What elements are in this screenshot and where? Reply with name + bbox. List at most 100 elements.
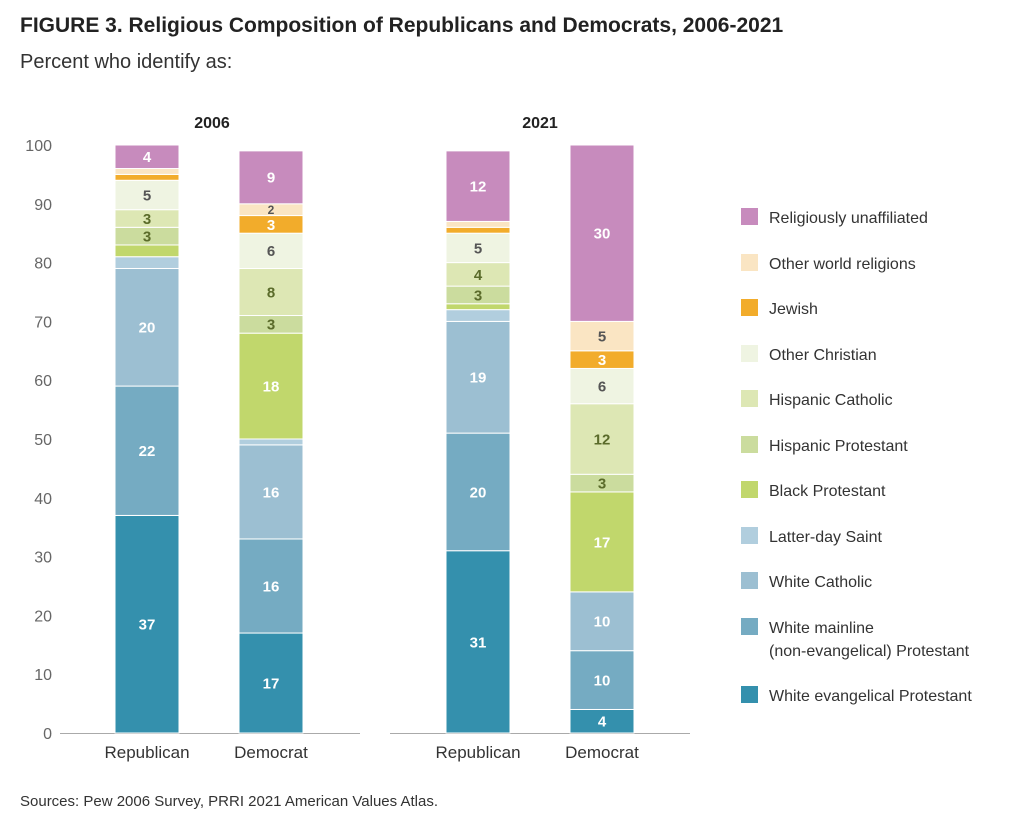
bar-segment bbox=[114, 514, 180, 734]
bar-segment bbox=[238, 150, 304, 205]
y-tick-label: 70 bbox=[34, 314, 52, 331]
bar-segment bbox=[445, 550, 511, 734]
data-label: 20 bbox=[139, 320, 156, 337]
bar-segment bbox=[569, 367, 635, 405]
bar-segment bbox=[238, 267, 304, 317]
legend-label: Other Christian bbox=[769, 347, 877, 364]
bar-segment bbox=[445, 150, 511, 222]
data-label: 12 bbox=[470, 179, 487, 196]
data-label: 10 bbox=[594, 614, 611, 631]
bar-segment bbox=[114, 173, 180, 181]
data-label: 22 bbox=[139, 443, 156, 460]
legend-swatch bbox=[741, 345, 758, 362]
data-label: 3 bbox=[598, 352, 606, 369]
data-label: 18 bbox=[263, 378, 280, 395]
data-label: 16 bbox=[263, 578, 280, 595]
legend-swatch bbox=[741, 208, 758, 225]
data-label: 5 bbox=[598, 329, 606, 346]
legend-swatch bbox=[741, 390, 758, 407]
legend-label: White mainline bbox=[769, 620, 874, 637]
bar-segment bbox=[445, 320, 511, 434]
bar-segment bbox=[238, 632, 304, 734]
data-label: 37 bbox=[139, 617, 156, 634]
bar-segment bbox=[114, 256, 180, 269]
y-tick-label: 90 bbox=[34, 197, 52, 214]
bar-segment bbox=[569, 650, 635, 710]
legend-label: White Catholic bbox=[769, 574, 872, 591]
bar-segment bbox=[114, 144, 180, 170]
legend-swatch bbox=[741, 436, 758, 453]
bar-segment bbox=[114, 267, 180, 387]
data-label: 20 bbox=[470, 484, 487, 501]
data-label: 5 bbox=[143, 187, 151, 204]
bar-segment bbox=[445, 226, 511, 234]
bar-segment bbox=[569, 491, 635, 593]
bar-segment bbox=[445, 232, 511, 264]
data-label: 19 bbox=[470, 370, 487, 387]
bar-segment bbox=[445, 309, 511, 322]
data-label: 16 bbox=[263, 484, 280, 501]
legend-swatch bbox=[741, 686, 758, 703]
data-label: 12 bbox=[594, 431, 611, 448]
legend-swatch bbox=[741, 572, 758, 589]
data-label: 3 bbox=[143, 229, 151, 246]
data-label: 3 bbox=[267, 317, 275, 334]
bar-segment bbox=[238, 332, 304, 440]
legend-label: Other world religions bbox=[769, 256, 916, 273]
bar-segment bbox=[238, 444, 304, 540]
bar-segment bbox=[445, 303, 511, 311]
bar-segment bbox=[114, 168, 180, 175]
bar-segment bbox=[569, 403, 635, 475]
y-tick-label: 60 bbox=[34, 373, 52, 390]
bar-segment bbox=[445, 432, 511, 552]
data-label: 6 bbox=[267, 243, 275, 260]
legend-label: Jewish bbox=[769, 301, 818, 318]
bar-segment bbox=[238, 232, 304, 269]
data-label: 6 bbox=[598, 378, 606, 395]
x-category-label: Republican bbox=[104, 743, 189, 762]
bar-segment bbox=[114, 244, 180, 258]
legend-swatch bbox=[741, 299, 758, 316]
figure-title: FIGURE 3. Religious Composition of Repub… bbox=[20, 14, 784, 37]
y-tick-label: 100 bbox=[25, 138, 52, 155]
data-label: 8 bbox=[267, 284, 275, 301]
figure-subtitle: Percent who identify as: bbox=[20, 51, 233, 73]
data-label: 4 bbox=[474, 267, 483, 284]
data-label: 4 bbox=[143, 149, 152, 166]
data-label: 3 bbox=[474, 287, 482, 304]
data-label: 9 bbox=[267, 170, 275, 187]
data-label: 3 bbox=[598, 476, 606, 493]
legend-swatch bbox=[741, 527, 758, 544]
legend-label: (non-evangelical) Protestant bbox=[769, 643, 970, 660]
y-tick-label: 20 bbox=[34, 608, 52, 625]
y-tick-label: 30 bbox=[34, 550, 52, 567]
legend-swatch bbox=[741, 618, 758, 635]
data-label: 17 bbox=[594, 534, 611, 551]
panel-title: 2021 bbox=[522, 115, 558, 132]
legend-label: Latter-day Saint bbox=[769, 529, 883, 546]
data-label: 31 bbox=[470, 634, 487, 651]
bar-segment bbox=[445, 220, 511, 228]
y-tick-label: 10 bbox=[34, 667, 52, 684]
legend-label: Religiously unaffiliated bbox=[769, 210, 928, 227]
bar-segment bbox=[569, 591, 635, 652]
data-label: 3 bbox=[143, 211, 151, 228]
y-tick-label: 50 bbox=[34, 432, 52, 449]
bar-segment bbox=[569, 320, 635, 352]
data-label: 17 bbox=[263, 675, 280, 692]
legend-label: White evangelical Protestant bbox=[769, 688, 972, 705]
y-tick-label: 40 bbox=[34, 491, 52, 508]
y-tick-label: 80 bbox=[34, 256, 52, 273]
data-label: 5 bbox=[474, 240, 482, 257]
bar-segment bbox=[569, 144, 635, 322]
y-tick-label: 0 bbox=[43, 726, 52, 743]
data-label: 10 bbox=[594, 672, 611, 689]
source-note: Sources: Pew 2006 Survey, PRRI 2021 Amer… bbox=[20, 793, 438, 810]
x-category-label: Democrat bbox=[234, 743, 308, 762]
legend-label: Hispanic Protestant bbox=[769, 438, 908, 455]
legend-label: Black Protestant bbox=[769, 483, 886, 500]
data-label: 30 bbox=[594, 226, 611, 243]
panel-title: 2006 bbox=[194, 115, 230, 132]
x-category-label: Democrat bbox=[565, 743, 639, 762]
